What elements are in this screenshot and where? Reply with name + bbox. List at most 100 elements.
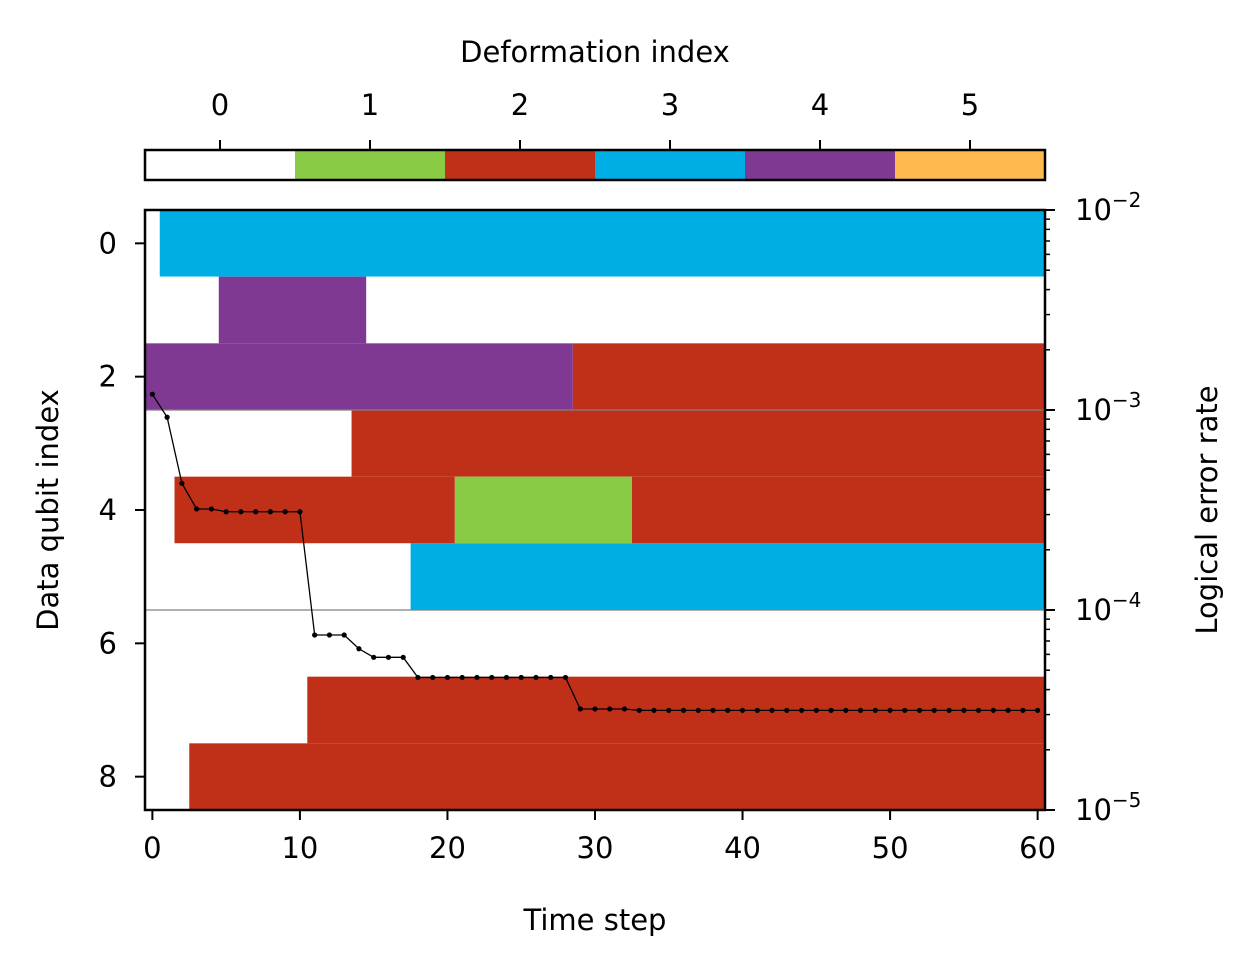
- x-tick-label: 30: [577, 831, 614, 865]
- series-point: [282, 509, 288, 515]
- series-point: [385, 654, 392, 660]
- x-axis-title: Time step: [523, 903, 667, 937]
- heatmap: [145, 210, 1046, 810]
- series-point: [710, 707, 716, 713]
- heatmap-cell: [572, 343, 1045, 410]
- colorbar-segment: [745, 150, 895, 180]
- series-point: [592, 706, 598, 712]
- y-tick-label: 8: [99, 760, 117, 794]
- heatmap-cell: [366, 276, 1045, 344]
- colorbar-segment: [895, 150, 1045, 180]
- heatmap-cell: [189, 743, 1045, 810]
- series-point: [312, 632, 318, 638]
- series-point: [356, 646, 362, 652]
- x-tick-label: 50: [872, 831, 909, 865]
- x-tick-label: 40: [724, 831, 761, 865]
- heatmap-cell: [410, 543, 1046, 610]
- colorbar-ticks: 0 1 2 3 4 5: [211, 88, 979, 150]
- series-point: [961, 707, 967, 713]
- series-point: [725, 707, 731, 713]
- colorbar-tick-label: 2: [511, 88, 529, 122]
- series-point: [518, 674, 524, 681]
- series-point: [828, 707, 834, 713]
- y-axis-title: Data qubit index: [31, 389, 65, 631]
- series-point: [976, 707, 982, 713]
- series-point: [651, 707, 657, 713]
- colorbar-tick-label: 1: [361, 88, 379, 122]
- x-axis: 0 10 20 30 40 50 60: [143, 810, 1056, 865]
- series-point: [548, 674, 554, 681]
- series-point: [621, 706, 628, 712]
- group-separators: [145, 409, 1045, 611]
- heatmap-cell: [145, 476, 175, 544]
- x-tick-label: 60: [1019, 831, 1056, 865]
- y-tick-label: 0: [99, 226, 117, 260]
- heatmap-cell: [145, 543, 411, 610]
- series-point: [680, 707, 687, 713]
- series-point: [194, 506, 200, 512]
- series-point: [813, 707, 819, 713]
- series-point: [916, 707, 923, 713]
- heatmap-cell: [145, 343, 573, 410]
- colorbar: [145, 150, 1045, 180]
- colorbar-tick-label: 3: [661, 88, 679, 122]
- heatmap-cell: [145, 410, 352, 477]
- y-axis: 0 2 4 6 8: [99, 226, 145, 794]
- series-point: [474, 674, 480, 681]
- logical-error-rate-series: [149, 391, 1041, 713]
- heatmap-cell: [174, 476, 455, 544]
- colorbar-tick-label: 5: [961, 88, 979, 122]
- y-tick-label: 4: [99, 493, 117, 527]
- series-point: [695, 707, 701, 713]
- heatmap-cell: [218, 276, 367, 344]
- series-point: [223, 509, 229, 515]
- series-point: [341, 632, 347, 638]
- series-point: [902, 707, 908, 713]
- series-point: [636, 707, 642, 713]
- series-point: [371, 654, 377, 660]
- series-point: [297, 509, 303, 515]
- x-tick-label: 0: [143, 831, 161, 865]
- series-point: [253, 509, 259, 515]
- y-tick-label: 2: [99, 360, 117, 394]
- series-point: [179, 480, 185, 486]
- y2-tick-label: 10−5: [1075, 788, 1141, 827]
- series-point: [990, 707, 996, 713]
- heatmap-cell: [351, 410, 1045, 477]
- series-point: [533, 674, 539, 681]
- heatmap-cell: [145, 743, 190, 810]
- heatmap-cell: [145, 276, 219, 344]
- series-point: [459, 674, 465, 681]
- colorbar-segment: [595, 150, 745, 180]
- series-point: [164, 414, 170, 420]
- series-point: [872, 707, 878, 713]
- colorbar-frame: [143, 148, 1047, 182]
- heatmap-cell: [145, 610, 1045, 677]
- heatmap-cell: [145, 210, 160, 277]
- y2-axis-title: Logical error rate: [1190, 385, 1224, 634]
- series-point: [1035, 707, 1041, 713]
- series-point: [1005, 707, 1011, 713]
- series-point: [1020, 707, 1026, 713]
- colorbar-tick-label: 0: [211, 88, 229, 122]
- colorbar-segment: [445, 150, 595, 180]
- series-point: [798, 707, 805, 713]
- series-point: [415, 674, 421, 681]
- series-point: [208, 506, 214, 512]
- series-point: [562, 674, 569, 681]
- series-point: [843, 707, 849, 713]
- series-point: [857, 707, 864, 713]
- series-point: [503, 674, 510, 681]
- series-point: [149, 391, 155, 397]
- series-point: [739, 707, 746, 713]
- y2-axis: 10−2 10−3 10−4 10−5: [1045, 188, 1141, 827]
- heatmap-cell: [145, 676, 308, 744]
- colorbar-segment: [295, 150, 445, 180]
- heatmap-cell: [631, 476, 1045, 544]
- series-point: [666, 707, 672, 713]
- series-point: [238, 509, 244, 515]
- series-point: [769, 707, 775, 713]
- heatmap-cell: [159, 210, 1046, 277]
- y-tick-label: 6: [99, 626, 117, 660]
